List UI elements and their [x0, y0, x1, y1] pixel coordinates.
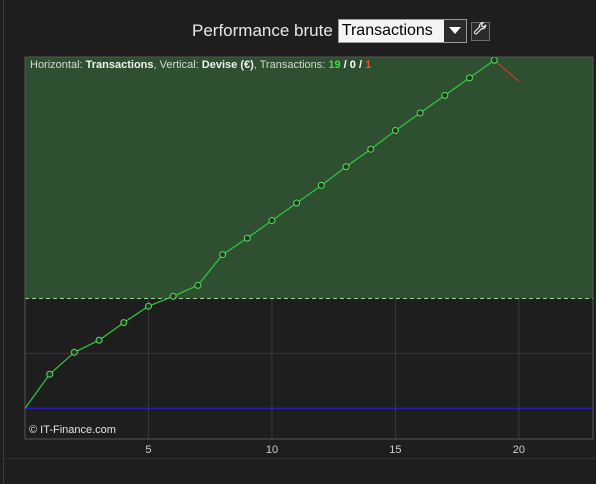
- gain-segment: [320, 166, 347, 186]
- equity-curve: [24, 59, 593, 409]
- data-point: [95, 336, 103, 344]
- gain-segment: [172, 284, 199, 297]
- gain-segment: [296, 184, 322, 204]
- gain-segment: [246, 220, 273, 239]
- chevron-down-icon[interactable]: [443, 20, 466, 42]
- neutral-count: 0: [349, 59, 356, 71]
- data-point: [293, 199, 301, 207]
- chart-caption: Horizontal: Transactions, Vertical: Devi…: [30, 59, 371, 71]
- settings-button[interactable]: [470, 21, 490, 41]
- data-point: [466, 74, 474, 82]
- gain-segment: [345, 148, 372, 168]
- data-point: [243, 234, 251, 242]
- data-point: [367, 145, 375, 153]
- data-point: [46, 370, 54, 378]
- data-point: [169, 292, 177, 300]
- data-point: [391, 127, 399, 135]
- losses-count: 1: [365, 59, 372, 71]
- gain-segment: [98, 322, 125, 341]
- profit-zone: [25, 57, 593, 299]
- transactions-label: , Transactions:: [253, 59, 329, 71]
- wrench-icon: [473, 22, 487, 40]
- loss-segment: [493, 59, 520, 82]
- gain-segment: [444, 77, 470, 96]
- gain-segment: [74, 339, 100, 353]
- gain-segment: [123, 305, 149, 324]
- data-point: [268, 217, 276, 225]
- left-border: [3, 0, 4, 484]
- gain-segment: [469, 59, 495, 79]
- data-point: [342, 163, 350, 171]
- gain-segment: [395, 112, 421, 132]
- data-point: [144, 302, 152, 310]
- x-axis-ticks: 5 10 15 20: [145, 444, 525, 456]
- h-axis-value: Transactions: [85, 59, 154, 71]
- h-axis-label: Horizontal:: [30, 59, 86, 71]
- data-point: [317, 181, 325, 189]
- plot-border: [24, 56, 594, 440]
- data-point: [70, 348, 78, 356]
- gain-segment: [419, 94, 446, 114]
- gain-segment: [370, 130, 396, 150]
- data-point: [120, 319, 128, 327]
- metric-select[interactable]: Transactions: [337, 19, 467, 43]
- data-point: [416, 109, 424, 117]
- gain-segment: [271, 202, 297, 222]
- gain-segment: [24, 373, 51, 409]
- bottom-border: [4, 458, 596, 459]
- separator: /: [340, 59, 350, 71]
- v-axis-value: Devise (€): [201, 59, 254, 71]
- page-title: Performance brute: [192, 21, 333, 40]
- chart-header: Performance brute Transactions: [192, 18, 490, 44]
- data-point: [219, 251, 227, 259]
- gain-segment: [222, 237, 248, 256]
- x-tick-label: 10: [266, 444, 278, 456]
- credit-text: © IT-Finance.com: [29, 424, 116, 436]
- x-tick-label: 15: [389, 444, 401, 456]
- data-point: [194, 281, 202, 289]
- data-point: [441, 91, 449, 99]
- gain-segment: [197, 254, 224, 286]
- x-tick-label: 5: [145, 444, 151, 456]
- gain-segment: [49, 351, 75, 375]
- profit-zone-fill: [25, 57, 593, 299]
- trade-markers: [46, 56, 498, 378]
- metric-select-value: Transactions: [341, 22, 433, 39]
- separator: /: [355, 59, 366, 71]
- x-tick-label: 20: [513, 444, 525, 456]
- data-point: [490, 56, 498, 64]
- gain-segment: [148, 295, 174, 307]
- wins-count: 19: [328, 59, 341, 71]
- v-axis-label: , Vertical:: [153, 59, 202, 71]
